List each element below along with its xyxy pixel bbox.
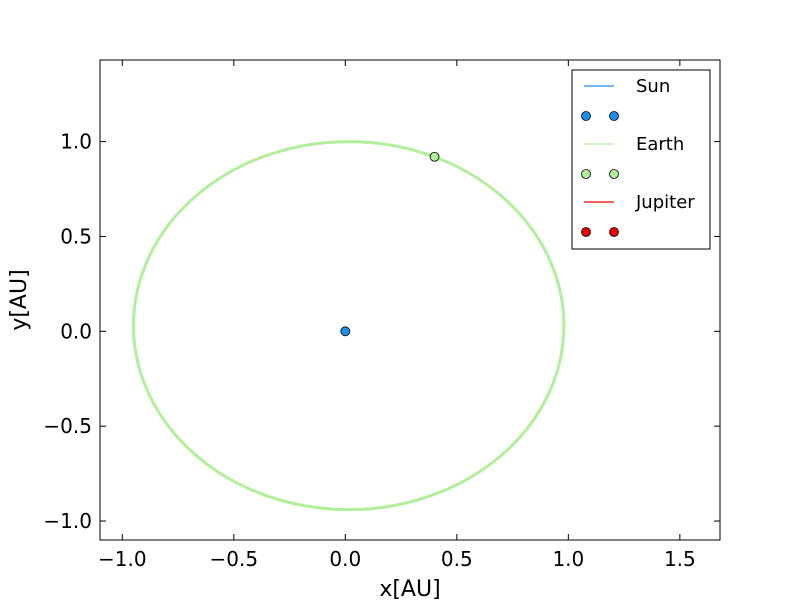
x-tick-label: 1.5 xyxy=(664,547,696,571)
orbit-lines xyxy=(131,140,566,512)
legend-box xyxy=(571,69,711,250)
y-tick-label: 0.5 xyxy=(60,224,92,248)
legend-label-earth: Earth xyxy=(636,134,684,155)
earth-orbit xyxy=(131,140,566,512)
x-tick-label: −1.0 xyxy=(98,547,147,571)
body-markers xyxy=(340,151,440,337)
x-tick-label: −0.5 xyxy=(210,547,259,571)
x-tick-label: 0.0 xyxy=(329,547,361,571)
x-axis-ticks: −1.0 −0.5 0.0 0.5 1.0 1.5 xyxy=(98,60,696,571)
legend-marker-earth xyxy=(609,169,619,179)
earth-marker xyxy=(429,151,440,162)
y-axis-ticks: −1.0 −0.5 0.0 0.5 1.0 xyxy=(43,130,720,533)
legend-label-jupiter: Jupiter xyxy=(635,192,695,213)
y-tick-label: 1.0 xyxy=(60,130,92,154)
y-axis-label: y[AU] xyxy=(7,269,32,330)
legend-marker-jupiter xyxy=(581,227,591,237)
x-tick-label: 0.5 xyxy=(441,547,473,571)
plot-frame xyxy=(99,59,721,541)
y-tick-label: −0.5 xyxy=(43,414,92,438)
sun-marker xyxy=(340,326,351,337)
legend-marker-sun xyxy=(609,111,619,121)
legend-marker-jupiter xyxy=(609,227,619,237)
y-tick-label: 0.0 xyxy=(60,319,92,343)
x-tick-label: 1.0 xyxy=(552,547,584,571)
legend-marker-earth xyxy=(581,169,591,179)
legend-label-sun: Sun xyxy=(636,76,670,97)
x-axis-label: x[AU] xyxy=(379,577,440,600)
legend-marker-sun xyxy=(581,111,591,121)
y-tick-label: −1.0 xyxy=(43,509,92,533)
legend: Sun Earth Jupiter xyxy=(571,69,711,250)
